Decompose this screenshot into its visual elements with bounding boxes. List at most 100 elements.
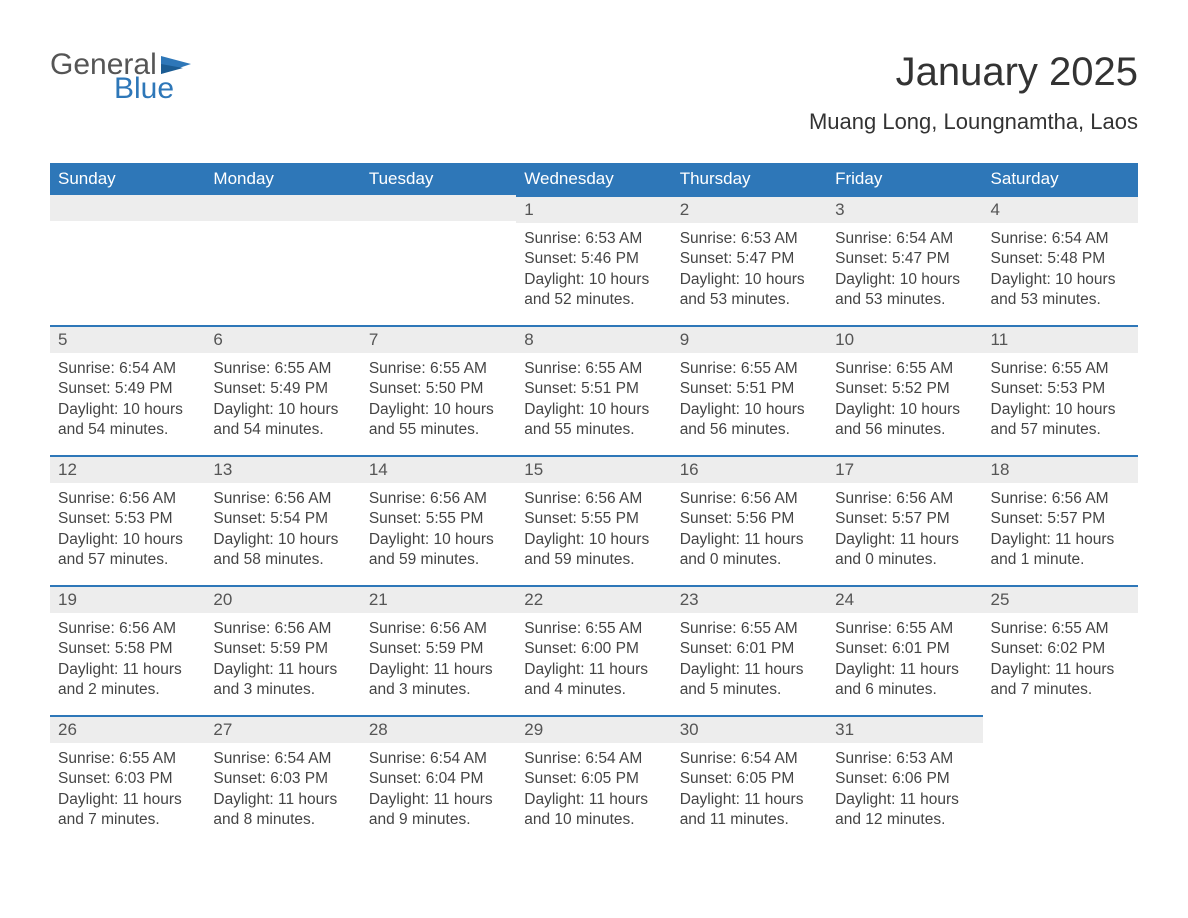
day-number: 3 <box>827 195 982 223</box>
daylight-text: Daylight: 11 hours and 0 minutes. <box>835 530 974 571</box>
sunrise-text: Sunrise: 6:56 AM <box>369 489 508 509</box>
sunrise-text: Sunrise: 6:54 AM <box>835 229 974 249</box>
day-details: Sunrise: 6:55 AMSunset: 6:02 PMDaylight:… <box>983 613 1138 709</box>
sunset-text: Sunset: 5:47 PM <box>680 249 819 269</box>
daylight-text: Daylight: 11 hours and 7 minutes. <box>58 790 197 831</box>
day-details: Sunrise: 6:55 AMSunset: 5:52 PMDaylight:… <box>827 353 982 449</box>
daylight-text: Daylight: 11 hours and 0 minutes. <box>680 530 819 571</box>
calendar-cell: 24Sunrise: 6:55 AMSunset: 6:01 PMDayligh… <box>827 585 982 715</box>
sunset-text: Sunset: 5:51 PM <box>680 379 819 399</box>
day-details: Sunrise: 6:56 AMSunset: 5:59 PMDaylight:… <box>205 613 360 709</box>
day-number <box>361 195 516 221</box>
calendar-cell: 6Sunrise: 6:55 AMSunset: 5:49 PMDaylight… <box>205 325 360 455</box>
daylight-text: Daylight: 11 hours and 10 minutes. <box>524 790 663 831</box>
calendar-cell: 23Sunrise: 6:55 AMSunset: 6:01 PMDayligh… <box>672 585 827 715</box>
calendar-row: 1Sunrise: 6:53 AMSunset: 5:46 PMDaylight… <box>50 195 1138 325</box>
sunrise-text: Sunrise: 6:54 AM <box>213 749 352 769</box>
sunset-text: Sunset: 6:04 PM <box>369 769 508 789</box>
day-details: Sunrise: 6:56 AMSunset: 5:55 PMDaylight:… <box>361 483 516 579</box>
daylight-text: Daylight: 10 hours and 57 minutes. <box>58 530 197 571</box>
day-details: Sunrise: 6:56 AMSunset: 5:57 PMDaylight:… <box>827 483 982 579</box>
daylight-text: Daylight: 11 hours and 3 minutes. <box>369 660 508 701</box>
sunrise-text: Sunrise: 6:56 AM <box>213 619 352 639</box>
calendar-cell: 2Sunrise: 6:53 AMSunset: 5:47 PMDaylight… <box>672 195 827 325</box>
sunset-text: Sunset: 5:55 PM <box>369 509 508 529</box>
day-number: 19 <box>50 585 205 613</box>
day-number: 9 <box>672 325 827 353</box>
daylight-text: Daylight: 10 hours and 53 minutes. <box>835 270 974 311</box>
sunset-text: Sunset: 5:46 PM <box>524 249 663 269</box>
daylight-text: Daylight: 11 hours and 6 minutes. <box>835 660 974 701</box>
sunrise-text: Sunrise: 6:56 AM <box>835 489 974 509</box>
day-number: 21 <box>361 585 516 613</box>
day-details: Sunrise: 6:56 AMSunset: 5:55 PMDaylight:… <box>516 483 671 579</box>
day-details: Sunrise: 6:55 AMSunset: 5:49 PMDaylight:… <box>205 353 360 449</box>
sunrise-text: Sunrise: 6:55 AM <box>524 619 663 639</box>
day-number: 30 <box>672 715 827 743</box>
calendar-cell: 31Sunrise: 6:53 AMSunset: 6:06 PMDayligh… <box>827 715 982 845</box>
calendar-table: Sunday Monday Tuesday Wednesday Thursday… <box>50 163 1138 845</box>
day-details: Sunrise: 6:56 AMSunset: 5:58 PMDaylight:… <box>50 613 205 709</box>
day-number: 5 <box>50 325 205 353</box>
daylight-text: Daylight: 11 hours and 4 minutes. <box>524 660 663 701</box>
daylight-text: Daylight: 10 hours and 57 minutes. <box>991 400 1130 441</box>
calendar-cell: 15Sunrise: 6:56 AMSunset: 5:55 PMDayligh… <box>516 455 671 585</box>
sunset-text: Sunset: 6:03 PM <box>213 769 352 789</box>
sunrise-text: Sunrise: 6:54 AM <box>58 359 197 379</box>
day-details: Sunrise: 6:55 AMSunset: 6:01 PMDaylight:… <box>827 613 982 709</box>
sunrise-text: Sunrise: 6:55 AM <box>369 359 508 379</box>
sunrise-text: Sunrise: 6:55 AM <box>680 359 819 379</box>
day-number: 25 <box>983 585 1138 613</box>
sunrise-text: Sunrise: 6:56 AM <box>58 489 197 509</box>
day-number: 13 <box>205 455 360 483</box>
calendar-cell: 20Sunrise: 6:56 AMSunset: 5:59 PMDayligh… <box>205 585 360 715</box>
sunrise-text: Sunrise: 6:54 AM <box>991 229 1130 249</box>
day-number: 29 <box>516 715 671 743</box>
day-details: Sunrise: 6:53 AMSunset: 5:47 PMDaylight:… <box>672 223 827 319</box>
daylight-text: Daylight: 11 hours and 9 minutes. <box>369 790 508 831</box>
title-block: January 2025 Muang Long, Loungnamtha, La… <box>809 50 1138 135</box>
weekday-header: Sunday <box>50 163 205 195</box>
calendar-cell: 14Sunrise: 6:56 AMSunset: 5:55 PMDayligh… <box>361 455 516 585</box>
sunrise-text: Sunrise: 6:53 AM <box>835 749 974 769</box>
header: General Blue January 2025 Muang Long, Lo… <box>50 50 1138 135</box>
day-number: 12 <box>50 455 205 483</box>
weekday-header: Saturday <box>983 163 1138 195</box>
calendar-cell: 11Sunrise: 6:55 AMSunset: 5:53 PMDayligh… <box>983 325 1138 455</box>
weekday-header: Thursday <box>672 163 827 195</box>
sunset-text: Sunset: 5:54 PM <box>213 509 352 529</box>
day-number: 27 <box>205 715 360 743</box>
daylight-text: Daylight: 10 hours and 58 minutes. <box>213 530 352 571</box>
day-number: 7 <box>361 325 516 353</box>
sunset-text: Sunset: 5:53 PM <box>991 379 1130 399</box>
day-details: Sunrise: 6:55 AMSunset: 5:53 PMDaylight:… <box>983 353 1138 449</box>
daylight-text: Daylight: 11 hours and 1 minute. <box>991 530 1130 571</box>
sunset-text: Sunset: 6:01 PM <box>835 639 974 659</box>
sunset-text: Sunset: 5:57 PM <box>835 509 974 529</box>
sunrise-text: Sunrise: 6:55 AM <box>835 359 974 379</box>
calendar-cell: 30Sunrise: 6:54 AMSunset: 6:05 PMDayligh… <box>672 715 827 845</box>
calendar-cell: 9Sunrise: 6:55 AMSunset: 5:51 PMDaylight… <box>672 325 827 455</box>
day-number: 8 <box>516 325 671 353</box>
sunrise-text: Sunrise: 6:55 AM <box>991 619 1130 639</box>
day-details: Sunrise: 6:56 AMSunset: 5:59 PMDaylight:… <box>361 613 516 709</box>
daylight-text: Daylight: 10 hours and 54 minutes. <box>58 400 197 441</box>
logo: General Blue <box>50 50 191 104</box>
daylight-text: Daylight: 10 hours and 54 minutes. <box>213 400 352 441</box>
page-title: January 2025 <box>809 50 1138 95</box>
sunset-text: Sunset: 5:48 PM <box>991 249 1130 269</box>
day-details: Sunrise: 6:54 AMSunset: 5:47 PMDaylight:… <box>827 223 982 319</box>
sunset-text: Sunset: 6:05 PM <box>524 769 663 789</box>
day-details: Sunrise: 6:55 AMSunset: 5:51 PMDaylight:… <box>672 353 827 449</box>
day-details: Sunrise: 6:55 AMSunset: 5:50 PMDaylight:… <box>361 353 516 449</box>
sunrise-text: Sunrise: 6:54 AM <box>680 749 819 769</box>
sunset-text: Sunset: 6:02 PM <box>991 639 1130 659</box>
sunset-text: Sunset: 6:03 PM <box>58 769 197 789</box>
weekday-header: Tuesday <box>361 163 516 195</box>
weekday-header-row: Sunday Monday Tuesday Wednesday Thursday… <box>50 163 1138 195</box>
day-number: 31 <box>827 715 982 743</box>
daylight-text: Daylight: 11 hours and 5 minutes. <box>680 660 819 701</box>
calendar-cell: 5Sunrise: 6:54 AMSunset: 5:49 PMDaylight… <box>50 325 205 455</box>
sunset-text: Sunset: 5:49 PM <box>213 379 352 399</box>
calendar-cell: 13Sunrise: 6:56 AMSunset: 5:54 PMDayligh… <box>205 455 360 585</box>
